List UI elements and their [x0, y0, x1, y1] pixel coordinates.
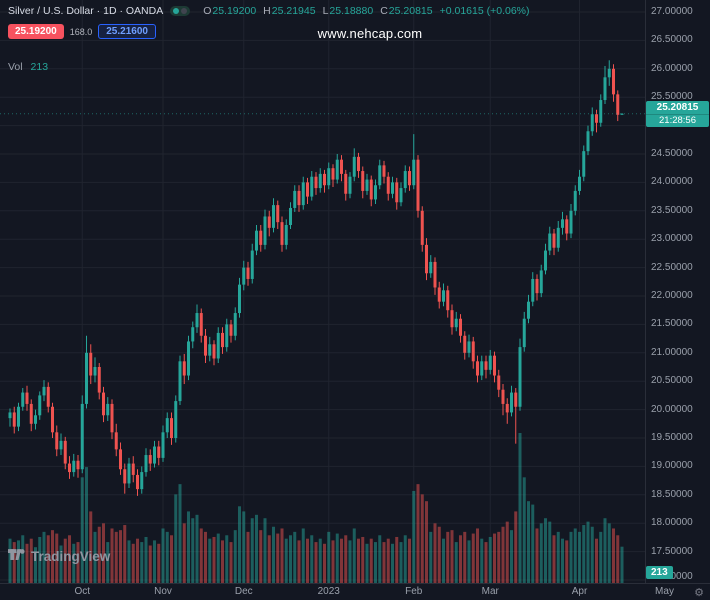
change-value: +0.01615 (+0.06%): [439, 5, 530, 17]
volume-legend-row: Vol 213: [8, 61, 530, 73]
price-tick-label: 20.50000: [651, 375, 693, 387]
last-price-badge: 25.20815 21:28:56: [646, 100, 709, 127]
price-tick-label: 21.50000: [651, 318, 693, 330]
spread-value: 168.0: [69, 26, 93, 37]
price-tick-label: 26.00000: [651, 62, 693, 74]
price-tick-label: 19.00000: [651, 460, 693, 472]
legend-ohlc-row: Silver / U.S. Dollar · 1D · OANDA O 25.1…: [8, 5, 530, 17]
price-tick-label: 19.50000: [651, 432, 693, 443]
low-label: L: [322, 5, 329, 17]
sell-button[interactable]: 25.19200: [8, 24, 64, 39]
bar-close-countdown: 21:28:56: [646, 113, 709, 127]
price-tick-label: 23.50000: [651, 204, 693, 216]
volume-axis-badge: 213: [646, 566, 673, 579]
price-tick-label: 22.50000: [651, 261, 693, 273]
watermark-text: www.nehcap.com: [317, 26, 423, 41]
close-label: C: [380, 5, 388, 17]
chart-legend: Silver / U.S. Dollar · 1D · OANDA O 25.1…: [8, 5, 530, 73]
time-tick-label: Dec: [234, 586, 253, 597]
chart-canvas[interactable]: [0, 0, 710, 583]
tradingview-mark-icon: [8, 549, 25, 560]
price-tick-label: 18.00000: [651, 517, 693, 529]
open-label: O: [203, 5, 212, 17]
tradingview-logo[interactable]: TradingView: [8, 549, 110, 564]
price-tick-label: 27.00000: [651, 6, 693, 17]
time-tick-label: Nov: [154, 586, 172, 597]
time-tick-label: Apr: [571, 586, 588, 597]
price-tick-label: 24.00000: [651, 176, 693, 188]
time-tick-label: Oct: [74, 586, 91, 597]
status-dot-off-icon: [181, 8, 188, 14]
price-axis[interactable]: 27.00000 26.50000 26.00000 25.50000 24.50000…: [645, 0, 710, 583]
price-tick-label: 24.50000: [651, 148, 693, 159]
axis-settings-gear-icon[interactable]: ⚙: [694, 587, 704, 599]
price-tick-label: 17.50000: [651, 545, 693, 557]
close-value: 25.20815: [388, 5, 433, 17]
bid-ask-row: 25.19200 168.0 25.21600: [8, 24, 530, 39]
price-tick-label: 20.00000: [651, 403, 693, 415]
price-tick-label: 22.00000: [651, 290, 693, 301]
low-value: 25.18880: [329, 5, 374, 17]
time-tick-label: 2023: [317, 586, 340, 597]
time-tick-label: Mar: [481, 586, 499, 597]
price-tick-label: 18.50000: [651, 488, 693, 500]
last-price-value: 25.20815: [656, 101, 699, 113]
price-tick-label: 21.00000: [651, 346, 693, 358]
status-dot-on-icon: [173, 8, 180, 14]
price-tick-label: 26.50000: [651, 34, 693, 46]
time-axis[interactable]: ⚙ Oct Nov Dec 2023 Feb Mar Apr May: [0, 583, 710, 600]
tradingview-wordmark: TradingView: [31, 549, 111, 564]
price-tick-label: 23.00000: [651, 233, 693, 245]
symbol-title[interactable]: Silver / U.S. Dollar · 1D · OANDA: [8, 5, 164, 17]
time-tick-label: Feb: [405, 586, 423, 597]
market-status-pill[interactable]: [170, 6, 191, 16]
price-tick-label: 25.50000: [651, 91, 693, 103]
high-value: 25.21945: [271, 5, 316, 17]
open-value: 25.19200: [212, 5, 257, 17]
volume-value: 213: [30, 61, 49, 73]
volume-label: Vol: [8, 61, 23, 73]
buy-button[interactable]: 25.21600: [98, 24, 156, 39]
time-tick-label: May: [655, 586, 674, 597]
high-label: H: [263, 5, 271, 17]
